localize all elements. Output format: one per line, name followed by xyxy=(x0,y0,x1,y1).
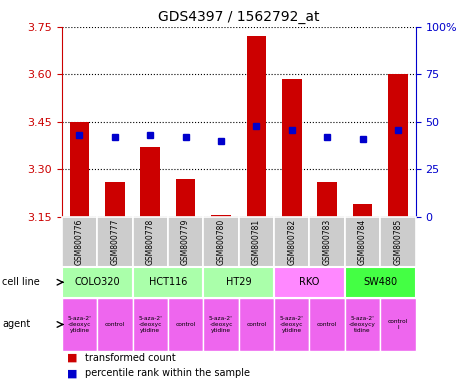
Bar xyxy=(345,298,380,351)
Text: GSM800781: GSM800781 xyxy=(252,219,261,265)
Bar xyxy=(203,267,274,298)
Bar xyxy=(133,267,203,298)
Bar xyxy=(274,267,345,298)
Bar xyxy=(133,298,168,351)
Bar xyxy=(203,217,238,267)
Bar xyxy=(176,179,195,217)
Text: control: control xyxy=(104,322,125,327)
Bar xyxy=(247,36,266,217)
Bar xyxy=(62,267,133,298)
Bar xyxy=(97,298,133,351)
Text: GSM800784: GSM800784 xyxy=(358,219,367,265)
Bar xyxy=(70,122,89,217)
Bar xyxy=(310,217,345,267)
Bar xyxy=(282,79,302,217)
Text: agent: agent xyxy=(2,319,30,329)
Text: RKO: RKO xyxy=(299,277,320,287)
Bar xyxy=(168,217,203,267)
Bar xyxy=(388,74,408,217)
Title: GDS4397 / 1562792_at: GDS4397 / 1562792_at xyxy=(158,10,319,25)
Text: percentile rank within the sample: percentile rank within the sample xyxy=(85,368,249,379)
Bar xyxy=(62,217,97,267)
Bar xyxy=(380,217,416,267)
Bar xyxy=(141,147,160,217)
Bar xyxy=(105,182,124,217)
Text: GSM800779: GSM800779 xyxy=(181,219,190,265)
Text: HT29: HT29 xyxy=(226,277,251,287)
Text: 5-aza-2'
-deoxycy
tidine: 5-aza-2' -deoxycy tidine xyxy=(349,316,376,333)
Text: control: control xyxy=(246,322,266,327)
Bar xyxy=(168,298,203,351)
Bar xyxy=(310,298,345,351)
Bar xyxy=(274,298,310,351)
Text: GSM800782: GSM800782 xyxy=(287,219,296,265)
Text: cell line: cell line xyxy=(2,277,40,287)
Bar xyxy=(203,298,238,351)
Bar xyxy=(345,267,416,298)
Text: 5-aza-2'
-deoxyc
ytidine: 5-aza-2' -deoxyc ytidine xyxy=(209,316,233,333)
Bar xyxy=(345,217,380,267)
Bar xyxy=(238,298,274,351)
Bar xyxy=(274,217,310,267)
Bar xyxy=(380,298,416,351)
Text: 5-aza-2'
-deoxyc
ytidine: 5-aza-2' -deoxyc ytidine xyxy=(138,316,162,333)
Bar xyxy=(353,204,372,217)
Text: control: control xyxy=(317,322,337,327)
Text: ■: ■ xyxy=(66,368,77,379)
Text: GSM800780: GSM800780 xyxy=(217,219,226,265)
Text: 5-aza-2'
-deoxyc
ytidine: 5-aza-2' -deoxyc ytidine xyxy=(280,316,304,333)
Text: 5-aza-2'
-deoxyc
ytidine: 5-aza-2' -deoxyc ytidine xyxy=(67,316,91,333)
Text: control: control xyxy=(175,322,196,327)
Text: COLO320: COLO320 xyxy=(74,277,120,287)
Text: GSM800778: GSM800778 xyxy=(146,219,155,265)
Text: SW480: SW480 xyxy=(363,277,397,287)
Text: GSM800777: GSM800777 xyxy=(110,219,119,265)
Bar xyxy=(97,217,133,267)
Bar xyxy=(133,217,168,267)
Text: transformed count: transformed count xyxy=(85,353,175,363)
Bar xyxy=(238,217,274,267)
Text: GSM800776: GSM800776 xyxy=(75,219,84,265)
Text: HCT116: HCT116 xyxy=(149,277,187,287)
Bar xyxy=(62,298,97,351)
Text: GSM800785: GSM800785 xyxy=(393,219,402,265)
Text: GSM800783: GSM800783 xyxy=(323,219,332,265)
Text: ■: ■ xyxy=(66,353,77,363)
Bar xyxy=(317,182,337,217)
Text: control
l: control l xyxy=(388,319,408,330)
Bar xyxy=(211,215,231,217)
